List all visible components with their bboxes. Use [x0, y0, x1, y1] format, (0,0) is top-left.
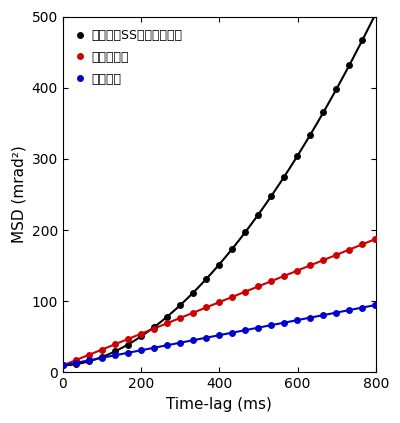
Y-axis label: MSD (mrad²): MSD (mrad²) [11, 146, 26, 243]
自然状態 [334, 310, 339, 315]
Line: 変性させる: 変性させる [60, 236, 379, 369]
自然状態 [165, 343, 170, 348]
変性させる [230, 294, 234, 299]
変性させる [139, 331, 144, 336]
変性してSS結合をはずす [126, 342, 130, 347]
変性してSS結合をはずす [334, 87, 339, 92]
変性させる [269, 279, 274, 284]
自然状態 [243, 328, 248, 333]
変性させる [217, 299, 222, 305]
変性させる [191, 310, 196, 315]
自然状態 [139, 348, 144, 353]
自然状態 [217, 332, 222, 338]
自然状態 [74, 360, 78, 365]
Legend: 変性してSS結合をはずす, 変性させる, 自然状態: 変性してSS結合をはずす, 変性させる, 自然状態 [69, 23, 189, 92]
Line: 変性してSS結合をはずす: 変性してSS結合をはずす [60, 11, 379, 369]
変性させる [321, 258, 326, 263]
変性してSS結合をはずす [256, 212, 261, 217]
自然状態 [100, 355, 104, 360]
変性させる [360, 242, 365, 247]
変性させる [60, 363, 65, 368]
変性させる [100, 347, 104, 352]
変性させる [204, 305, 208, 310]
変性してSS結合をはずす [86, 359, 91, 364]
自然状態 [282, 320, 287, 325]
自然状態 [178, 340, 182, 345]
X-axis label: Time-lag (ms): Time-lag (ms) [166, 397, 272, 412]
変性してSS結合をはずす [243, 230, 248, 235]
変性させる [112, 342, 117, 347]
自然状態 [373, 302, 378, 308]
変性してSS結合をはずす [204, 277, 208, 282]
自然状態 [126, 350, 130, 355]
変性してSS結合をはずす [282, 174, 287, 179]
変性してSS結合をはずす [295, 154, 300, 159]
変性させる [373, 236, 378, 242]
変性してSS結合をはずす [112, 349, 117, 354]
自然状態 [204, 335, 208, 340]
変性させる [178, 316, 182, 321]
変性させる [334, 253, 339, 258]
変性してSS結合をはずす [178, 303, 182, 308]
変性させる [282, 273, 287, 278]
自然状態 [269, 323, 274, 328]
変性してSS結合をはずす [60, 363, 65, 368]
変性させる [126, 337, 130, 342]
自然状態 [230, 330, 234, 335]
変性してSS結合をはずす [308, 132, 313, 137]
変性させる [256, 284, 261, 289]
自然状態 [86, 358, 91, 363]
変性してSS結合をはずす [360, 38, 365, 43]
自然状態 [347, 308, 352, 313]
変性してSS結合をはずす [269, 194, 274, 199]
自然状態 [152, 345, 156, 350]
自然状態 [321, 313, 326, 318]
自然状態 [112, 353, 117, 358]
変性してSS結合をはずす [139, 334, 144, 339]
自然状態 [191, 338, 196, 343]
自然状態 [256, 325, 261, 330]
変性させる [308, 263, 313, 268]
変性してSS結合をはずす [191, 290, 196, 295]
変性させる [86, 352, 91, 357]
変性してSS結合をはずす [347, 63, 352, 68]
Line: 自然状態: 自然状態 [60, 302, 379, 369]
変性させる [347, 247, 352, 252]
変性してSS結合をはずす [230, 246, 234, 251]
変性させる [152, 326, 156, 331]
変性してSS結合をはずす [373, 12, 378, 17]
変性してSS結合をはずす [217, 262, 222, 267]
変性してSS結合をはずす [100, 354, 104, 360]
変性させる [295, 268, 300, 273]
変性させる [74, 357, 78, 363]
自然状態 [308, 315, 313, 320]
自然状態 [360, 305, 365, 310]
自然状態 [295, 318, 300, 323]
変性してSS結合をはずす [165, 314, 170, 319]
自然状態 [60, 363, 65, 368]
変性してSS結合をはずす [152, 324, 156, 330]
変性させる [243, 289, 248, 294]
変性してSS結合をはずす [321, 110, 326, 115]
変性させる [165, 321, 170, 326]
変性してSS結合をはずす [74, 362, 78, 367]
